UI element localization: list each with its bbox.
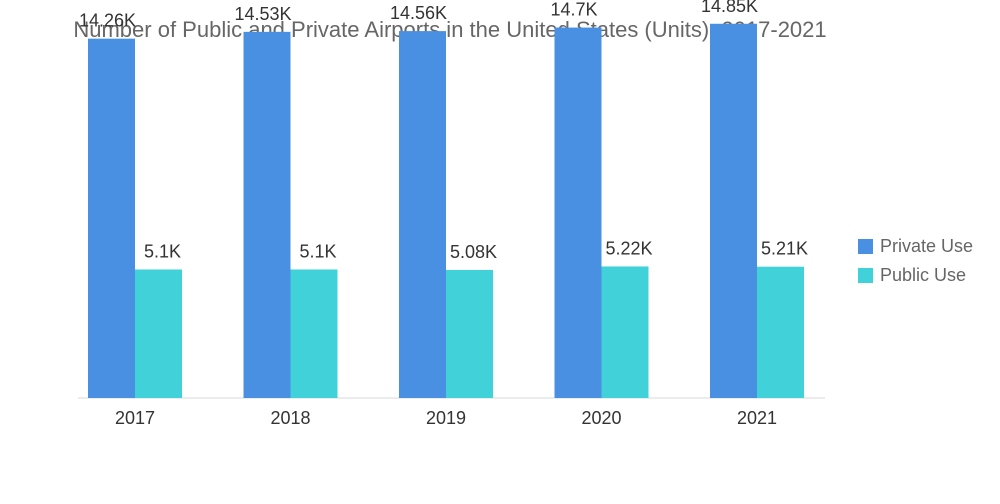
legend-label-public-use: Public Use [880, 265, 967, 285]
bar-public-use-2018[interactable] [290, 269, 338, 398]
x-tick-label-2020: 2020 [581, 408, 621, 428]
x-tick-label-2019: 2019 [426, 408, 466, 428]
bar-private-use-2020[interactable] [554, 27, 602, 399]
data-label-private-use-2021: 14.85K [701, 0, 758, 16]
data-label-public-use-2017: 5.1K [144, 241, 181, 261]
bar-private-use-2021[interactable] [710, 23, 757, 399]
data-label-private-use-2018: 14.53K [234, 4, 291, 24]
chart-legend: Private Use Public Use [858, 232, 973, 290]
bar-public-use-2021[interactable] [757, 266, 804, 398]
data-label-private-use-2020: 14.7K [550, 0, 597, 20]
legend-item-public-use[interactable]: Public Use [858, 261, 973, 290]
data-label-public-use-2021: 5.21K [761, 239, 808, 259]
bar-private-use-2019[interactable] [399, 31, 446, 398]
bar-public-use-2019[interactable] [446, 269, 493, 398]
x-tick-label-2018: 2018 [270, 408, 310, 428]
bar-chart: 14.26K 5.1K 2017 14.53K 5.1K 2018 14.56K 5.08K 2… [78, 0, 825, 428]
bar-public-use-2020[interactable] [601, 266, 649, 398]
data-label-public-use-2020: 5.22K [605, 238, 652, 258]
legend-item-private-use[interactable]: Private Use [858, 232, 973, 261]
bar-public-use-2017[interactable] [135, 269, 182, 398]
legend-swatch-private-use [858, 239, 873, 254]
legend-swatch-public-use [858, 268, 873, 283]
bar-private-use-2018[interactable] [243, 31, 291, 399]
bar-private-use-2017[interactable] [88, 38, 135, 398]
data-label-private-use-2019: 14.56K [390, 3, 447, 23]
x-tick-label-2017: 2017 [115, 408, 155, 428]
data-label-public-use-2019: 5.08K [450, 242, 497, 262]
x-tick-label-2021: 2021 [737, 408, 777, 428]
chart-title: Number of Public and Private Airports in… [73, 17, 827, 42]
legend-label-private-use: Private Use [880, 236, 974, 256]
data-label-public-use-2018: 5.1K [299, 241, 336, 261]
data-label-private-use-2017: 14.26K [79, 11, 136, 31]
